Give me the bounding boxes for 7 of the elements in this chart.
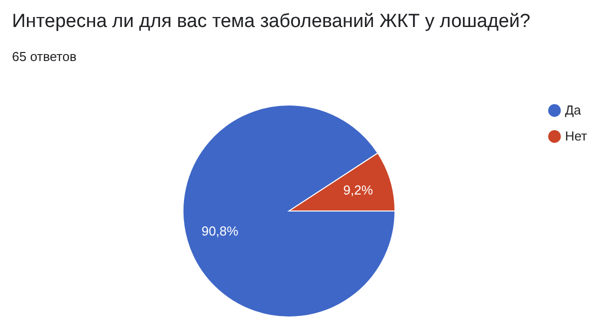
legend-label: Да xyxy=(565,102,582,118)
legend-label: Нет xyxy=(565,128,588,144)
pie-slice xyxy=(182,104,396,318)
chart-title: Интересна ли для вас тема заболеваний ЖКТ у лошадей? xyxy=(12,11,530,32)
text: 65 ответов xyxy=(12,49,77,64)
data-label: 9,2% xyxy=(343,182,374,198)
data-label: 90,8% xyxy=(201,224,239,239)
